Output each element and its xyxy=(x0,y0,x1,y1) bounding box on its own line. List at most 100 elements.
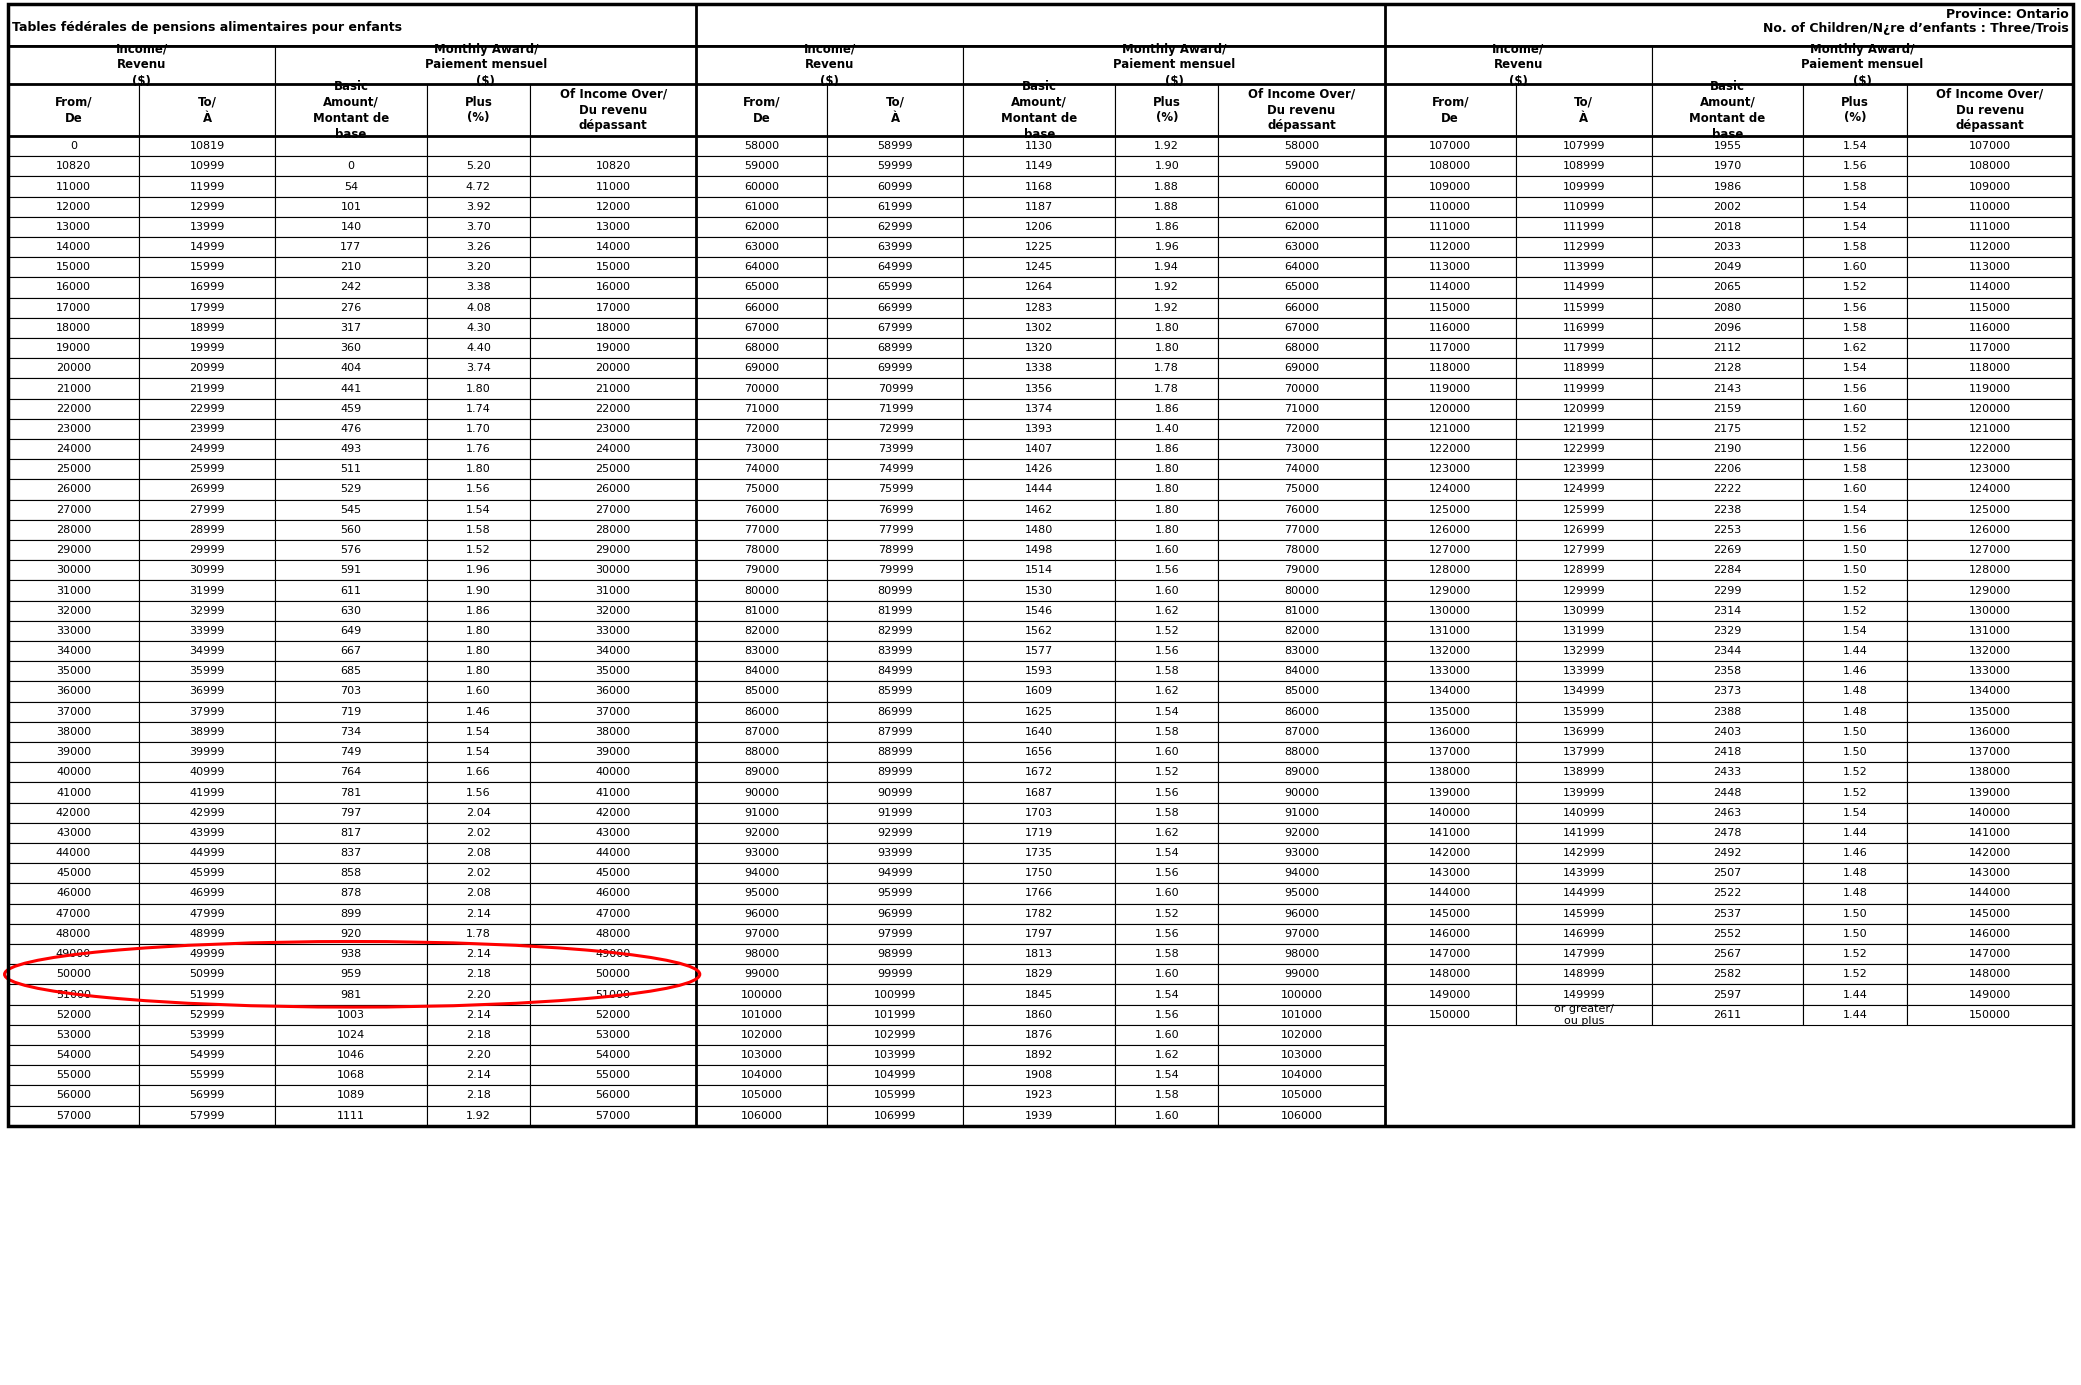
Bar xyxy=(1804,298,1906,317)
Text: 80000: 80000 xyxy=(1284,586,1319,596)
Bar xyxy=(275,500,427,519)
Bar xyxy=(1906,157,2073,176)
Text: 1.54: 1.54 xyxy=(1842,202,1867,212)
Text: 1.52: 1.52 xyxy=(1842,969,1867,979)
Text: 1.44: 1.44 xyxy=(1842,828,1867,838)
Bar xyxy=(1652,620,1804,641)
Text: 145000: 145000 xyxy=(1430,909,1471,918)
Bar xyxy=(1384,964,1515,985)
Text: 2096: 2096 xyxy=(1713,323,1742,332)
Bar xyxy=(1384,500,1515,519)
Bar xyxy=(1217,661,1384,681)
Text: No. of Children/N¿re d’enfants : Three/Trois: No. of Children/N¿re d’enfants : Three/T… xyxy=(1763,22,2069,35)
Bar xyxy=(1217,560,1384,580)
Bar xyxy=(275,964,427,985)
Bar xyxy=(8,823,139,843)
Text: To/
À: To/ À xyxy=(887,96,905,125)
Text: 50000: 50000 xyxy=(595,969,631,979)
Bar xyxy=(697,783,828,802)
Text: 46000: 46000 xyxy=(595,889,631,899)
Text: 78999: 78999 xyxy=(878,546,914,555)
Bar xyxy=(1515,500,1652,519)
Bar xyxy=(964,500,1115,519)
Bar xyxy=(531,338,697,359)
Bar xyxy=(1515,863,1652,884)
Bar xyxy=(139,258,275,277)
Bar xyxy=(531,903,697,924)
Text: 139000: 139000 xyxy=(1430,788,1471,798)
Bar xyxy=(1515,418,1652,439)
Bar xyxy=(8,338,139,359)
Bar xyxy=(1115,722,1217,742)
Text: 2080: 2080 xyxy=(1713,303,1742,313)
Text: 126000: 126000 xyxy=(1430,525,1471,535)
Text: 1.54: 1.54 xyxy=(1155,848,1180,859)
Text: 35000: 35000 xyxy=(56,666,92,676)
Text: 630: 630 xyxy=(341,605,362,616)
Text: 1.80: 1.80 xyxy=(1155,525,1180,535)
Bar xyxy=(139,1046,275,1065)
Text: 49000: 49000 xyxy=(56,949,92,958)
Text: 52000: 52000 xyxy=(595,1010,631,1019)
Bar xyxy=(1384,924,1515,945)
Bar xyxy=(275,601,427,620)
Bar xyxy=(139,722,275,742)
Bar xyxy=(8,298,139,317)
Bar xyxy=(697,843,828,863)
Text: 50000: 50000 xyxy=(56,969,92,979)
Text: 67999: 67999 xyxy=(878,323,914,332)
Bar xyxy=(275,439,427,460)
Text: 1813: 1813 xyxy=(1026,949,1053,958)
Text: 1970: 1970 xyxy=(1713,161,1742,172)
Text: 97000: 97000 xyxy=(745,929,780,939)
Text: 66999: 66999 xyxy=(878,303,914,313)
Text: 1.52: 1.52 xyxy=(1842,283,1867,292)
Text: 1.92: 1.92 xyxy=(1155,303,1180,313)
Text: 68000: 68000 xyxy=(745,343,780,353)
Bar xyxy=(1217,945,1384,964)
Bar xyxy=(697,681,828,702)
Text: 1.54: 1.54 xyxy=(1842,807,1867,817)
Bar xyxy=(1217,985,1384,1004)
Bar xyxy=(1652,661,1804,681)
Text: 1.56: 1.56 xyxy=(1844,384,1867,393)
Bar xyxy=(1384,338,1515,359)
Bar xyxy=(531,742,697,762)
Text: 2448: 2448 xyxy=(1713,788,1742,798)
Text: 2507: 2507 xyxy=(1713,868,1742,878)
Bar xyxy=(828,823,964,843)
Bar xyxy=(8,580,139,601)
Bar xyxy=(275,742,427,762)
Text: 127000: 127000 xyxy=(1969,546,2010,555)
Text: 114000: 114000 xyxy=(1969,283,2010,292)
Text: 121000: 121000 xyxy=(1430,424,1471,434)
Bar xyxy=(427,1004,531,1025)
Text: 764: 764 xyxy=(341,767,362,777)
Bar xyxy=(1217,84,1384,136)
Bar xyxy=(1515,136,1652,157)
Text: 2253: 2253 xyxy=(1713,525,1742,535)
Text: 122000: 122000 xyxy=(1430,445,1471,454)
Text: 1687: 1687 xyxy=(1026,788,1053,798)
Text: 1206: 1206 xyxy=(1026,222,1053,231)
Bar xyxy=(8,479,139,500)
Bar xyxy=(1115,217,1217,237)
Bar xyxy=(964,1004,1115,1025)
Text: 1.52: 1.52 xyxy=(1155,909,1180,918)
Bar xyxy=(1217,157,1384,176)
Text: 1.52: 1.52 xyxy=(1842,586,1867,596)
Bar xyxy=(8,157,139,176)
Bar xyxy=(1217,460,1384,479)
Text: 1.58: 1.58 xyxy=(1155,727,1180,737)
Bar xyxy=(697,217,828,237)
Bar xyxy=(139,843,275,863)
Bar xyxy=(1217,580,1384,601)
Text: 2112: 2112 xyxy=(1713,343,1742,353)
Bar xyxy=(531,359,697,378)
Text: 13999: 13999 xyxy=(189,222,225,231)
Bar xyxy=(531,519,697,540)
Bar xyxy=(531,762,697,783)
Bar xyxy=(1906,620,2073,641)
Text: 83000: 83000 xyxy=(745,645,780,656)
Text: 1.60: 1.60 xyxy=(1155,747,1180,758)
